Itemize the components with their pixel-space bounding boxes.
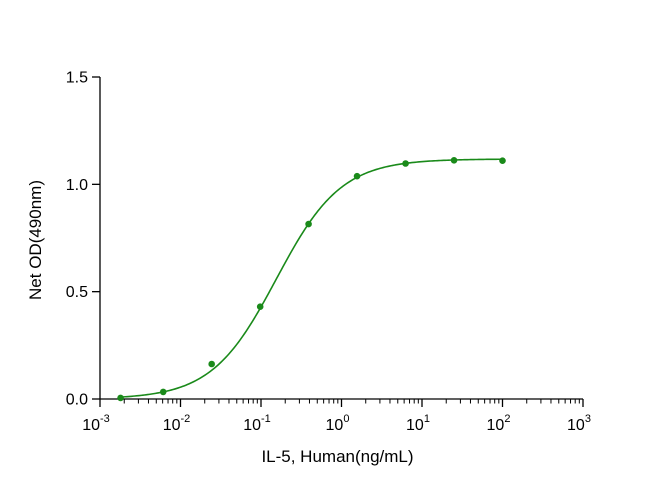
x-tick-exponent: 3	[585, 413, 591, 425]
x-tick-label: 10-3	[82, 413, 110, 434]
data-point	[208, 360, 215, 368]
x-tick-base: 10	[487, 417, 505, 434]
y-axis-title: Net OD(490nm)	[26, 180, 45, 300]
x-tick-base: 10	[82, 417, 100, 434]
x-tick-base: 10	[326, 417, 344, 434]
axes	[99, 77, 583, 400]
data-point	[499, 157, 506, 165]
x-tick-exponent: -2	[181, 413, 191, 425]
data-point	[450, 156, 458, 164]
data-point	[402, 160, 409, 167]
x-tick-label: 101	[406, 413, 430, 434]
data-points	[117, 156, 506, 402]
x-tick-label: 103	[567, 413, 591, 434]
data-point	[256, 303, 264, 310]
y-tick-label: 0.5	[66, 284, 88, 301]
x-tick-base: 10	[567, 417, 585, 434]
data-point	[305, 220, 312, 228]
x-tick-label: 100	[326, 413, 350, 434]
y-tick-label: 1.5	[66, 70, 88, 87]
x-tick-base: 10	[406, 417, 424, 434]
y-ticks: 0.0 0.5 1.0 1.5	[66, 70, 100, 409]
data-point	[353, 172, 361, 180]
x-tick-exponent: 0	[343, 413, 349, 425]
x-tick-label: 10-2	[163, 413, 191, 434]
x-tick-exponent: 2	[504, 413, 510, 425]
fit-curve	[120, 158, 503, 398]
y-tick-label: 1.0	[66, 177, 88, 194]
x-tick-exponent: 1	[424, 413, 430, 425]
x-tick-label: 10-1	[243, 413, 271, 434]
x-tick-base: 10	[163, 417, 181, 434]
x-tick-exponent: -1	[261, 413, 271, 425]
x-tick-exponent: -3	[100, 413, 110, 425]
y-tick-label: 0.0	[66, 392, 88, 409]
x-ticks: 10-3 10-2 10-1 100 101 102 103	[82, 399, 591, 434]
data-point	[159, 388, 167, 396]
x-axis-title: IL-5, Human(ng/mL)	[261, 447, 413, 466]
x-tick-base: 10	[243, 417, 261, 434]
x-tick-label: 102	[487, 413, 511, 434]
data-point	[117, 394, 124, 402]
